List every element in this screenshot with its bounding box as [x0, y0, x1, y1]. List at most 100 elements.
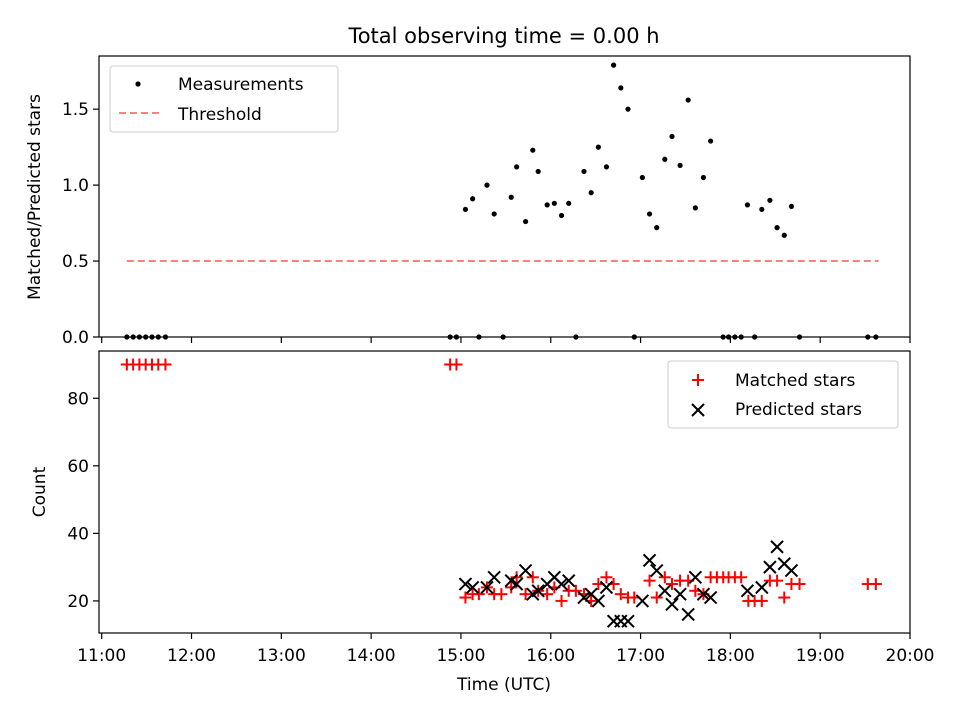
predicted-star-point	[665, 597, 679, 612]
predicted-star-point	[599, 580, 614, 595]
predicted-star-point	[509, 577, 524, 591]
ratio-legend: Measurements Threshold	[109, 65, 339, 133]
count-ylabel: Count	[30, 466, 50, 517]
predicted-star-point	[681, 607, 695, 622]
ytick-label: 0.0	[62, 328, 89, 348]
xtick-label: 13:00	[257, 646, 306, 666]
predicted-star-point	[554, 577, 569, 591]
measurement-point	[470, 196, 476, 202]
measurement-point	[692, 205, 698, 211]
predicted-star-point	[703, 590, 718, 605]
measurement-point	[708, 138, 714, 144]
matched-star-point	[159, 358, 172, 371]
measurement-point	[143, 334, 149, 340]
matched-star-point	[869, 578, 882, 591]
xtick-label: 14:00	[347, 646, 396, 666]
measurement-point	[611, 62, 617, 68]
xtick-label: 11:00	[77, 646, 126, 666]
measurement-point	[796, 334, 803, 340]
measurement-point	[677, 162, 683, 168]
predicted-star-point	[642, 553, 657, 568]
matched-star-point	[555, 594, 568, 607]
legend-matched-label: Matched stars	[735, 371, 855, 391]
matched-star-point	[505, 581, 518, 594]
measurement-point	[491, 211, 497, 217]
measurement-point	[484, 182, 490, 188]
predicted-star-point	[458, 577, 473, 591]
measurement-point	[544, 202, 550, 208]
measurement-point	[781, 232, 787, 238]
measurement-point	[767, 197, 773, 203]
measurement-point	[752, 334, 758, 340]
matched-star-point	[510, 571, 523, 584]
predicted-star-point	[591, 594, 606, 608]
xtick-label: 19:00	[796, 646, 845, 666]
measurement-point	[162, 334, 169, 340]
predicted-star-point	[577, 590, 591, 605]
measurement-point	[447, 334, 453, 340]
legend-predicted-label: Predicted stars	[735, 400, 862, 420]
predicted-star-point	[465, 580, 480, 595]
chart-title: Total observing time = 0.00 h	[347, 24, 659, 48]
count-legend-box	[667, 360, 899, 429]
predicted-star-point	[673, 587, 687, 601]
measurement-point	[662, 156, 668, 162]
matched-star-point	[519, 588, 532, 601]
measurement-point	[530, 147, 536, 153]
matched-star-point	[665, 578, 678, 591]
ytick-label: 1.5	[62, 100, 89, 120]
measurement-point	[551, 200, 557, 206]
measurement-point	[625, 106, 631, 112]
legend-matched-marker	[692, 374, 704, 386]
measurement-point	[788, 203, 795, 209]
measurement-point	[618, 85, 624, 91]
predicted-star-point	[784, 563, 799, 578]
measurement-point	[462, 206, 469, 213]
matched-star-point	[771, 574, 784, 587]
legend-measurements-label: Measurements	[178, 75, 304, 95]
predicted-star-point	[531, 584, 545, 598]
measurement-point	[738, 334, 744, 340]
ytick-label: 1.0	[62, 176, 89, 196]
matched-star-point	[495, 588, 508, 601]
predicted-star-point	[518, 563, 533, 578]
predicted-star-point	[480, 580, 494, 595]
measurement-point	[558, 212, 565, 219]
measurement-point	[566, 200, 572, 206]
measurement-point	[865, 334, 871, 340]
xtick-label: 18:00	[706, 646, 755, 666]
predicted-star-point	[621, 614, 635, 628]
predicted-star-point	[696, 587, 711, 601]
measurement-point	[124, 334, 130, 340]
matched-star-point	[472, 588, 485, 601]
count-legend: Matched stars Predicted stars	[667, 360, 899, 429]
measurement-point	[535, 168, 541, 175]
count-axes-frame	[98, 350, 911, 634]
xtick-label: 17:00	[616, 646, 665, 666]
measurement-point	[685, 97, 691, 103]
ratio-ylabel: Matched/Predicted stars	[25, 94, 45, 300]
measurement-point	[759, 206, 765, 213]
measurement-point	[646, 211, 653, 217]
measurement-point	[149, 334, 155, 340]
predicted-star-point	[763, 560, 777, 574]
measurement-point	[588, 190, 594, 196]
matched-star-point	[793, 578, 806, 591]
count-panel: 20 40 60 80 11:00 12:00 13:00 14:00 15:00 16:00 17…	[30, 350, 935, 695]
measurement-point	[573, 334, 579, 340]
predicted-star-point	[487, 570, 501, 584]
measurement-point	[476, 334, 482, 340]
measurement-point	[155, 334, 161, 340]
predicted-star-point	[562, 573, 576, 588]
legend-predicted-marker	[691, 403, 705, 417]
matched-star-point	[643, 574, 656, 587]
measurement-point	[453, 334, 460, 340]
measurement-point	[774, 225, 780, 231]
ytick-label: 20	[67, 592, 89, 612]
ytick-label: 40	[67, 524, 89, 544]
measurement-point	[514, 164, 520, 170]
measurement-point	[595, 144, 601, 150]
ratio-legend-box	[109, 65, 339, 133]
measurement-point	[744, 202, 751, 208]
measurement-point	[508, 194, 514, 200]
